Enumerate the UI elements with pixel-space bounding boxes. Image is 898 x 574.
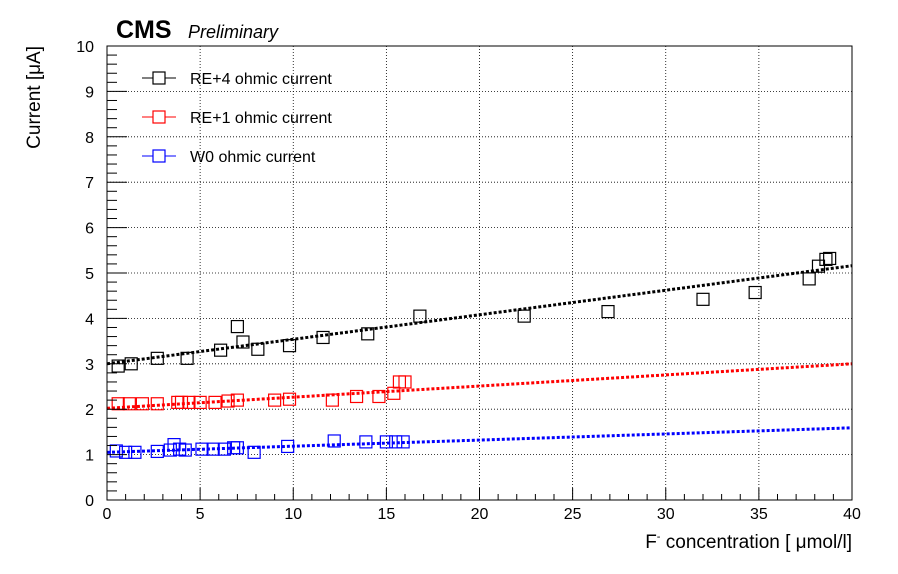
data-point [178,443,192,457]
x-tick-label: 20 [471,506,489,523]
data-point [180,351,194,365]
data-point [150,444,164,459]
preliminary-label: Preliminary [188,22,279,42]
fit-line [106,362,853,410]
legend-marker [152,149,166,163]
legend-label: W0 ohmic current [190,149,316,166]
axis-ticks [106,45,853,501]
data-point [236,335,250,349]
data-point [230,393,244,407]
data-point [174,395,189,409]
data-point [819,252,833,266]
y-tick-label: 5 [85,266,94,283]
data-point [361,327,375,341]
y-tick-label: 10 [76,39,94,56]
data-point [111,359,125,373]
x-tick-label: 35 [750,506,768,523]
fit-line [106,264,853,366]
grid [107,46,852,500]
y-tick-label: 2 [85,402,94,419]
data-point [111,397,125,411]
data-point [230,441,244,455]
data-point [109,444,123,458]
data-point [349,389,364,404]
x-tick-label: 0 [103,506,112,523]
data-point [195,442,209,456]
x-axis-title-main: F [645,532,657,553]
data-point [135,397,149,411]
data-point [413,309,427,323]
data-point [396,435,410,449]
data-point [389,435,403,449]
x-axis-title-rest: concentration [ μmol/l] [660,532,852,553]
data-point [359,435,373,449]
cms-label: CMS [116,16,172,44]
x-tick-label: 30 [657,506,675,523]
x-axis-title: F- concentration [ μmol/l] [645,531,852,553]
y-tick-labels: 0 1 2 3 4 5 6 7 8 9 10 [76,39,94,510]
data-point [221,394,235,408]
data-point [193,395,207,409]
x-axis-title-superscript: - [657,531,661,543]
data-point [601,304,615,319]
y-axis-title: Current [μA] [24,46,45,149]
legend-marker [152,71,166,85]
y-tick-label: 6 [85,221,94,238]
data-point [217,442,231,456]
data-point [398,375,412,389]
x-tick-label: 10 [284,506,302,523]
data-point [696,292,710,306]
data-point [268,393,282,407]
data-point [316,330,330,345]
data-point [325,393,339,407]
data-point [122,397,136,411]
data-point [208,395,222,409]
fit-lines [106,264,853,454]
x-tick-label: 40 [843,506,861,523]
data-point [327,434,341,448]
data-point [214,343,228,357]
data-point [150,397,164,411]
legend-label: RE+1 ohmic current [190,110,332,127]
x-tick-label: 15 [377,506,395,523]
data-point [379,435,393,449]
y-tick-label: 4 [85,311,94,328]
y-tick-label: 0 [85,493,94,510]
y-tick-label: 7 [85,175,94,192]
data-point [230,319,244,334]
fit-line [106,426,853,454]
legend: RE+4 ohmic current RE+1 ohmic current W0 o… [142,71,332,166]
data-point [282,339,297,353]
data-point [282,392,297,406]
x-tick-label: 25 [564,506,582,523]
data-point [119,445,133,459]
data-point [372,389,386,404]
y-tick-label: 3 [85,357,94,374]
y-tick-label: 8 [85,130,94,147]
y-tick-label: 1 [85,448,94,465]
data-point [811,259,826,273]
legend-marker [152,110,166,124]
data-point [247,445,261,459]
legend-label: RE+4 ohmic current [190,71,332,88]
x-tick-labels: 0 5 10 15 20 25 30 35 40 [103,506,861,523]
data-point [182,395,196,409]
data-point [802,272,816,286]
data-point [206,442,220,456]
data-point [150,351,164,365]
data-point [281,439,295,454]
x-tick-label: 5 [196,506,205,523]
data-point [823,251,837,266]
data-point [517,309,531,323]
y-tick-label: 9 [85,84,94,101]
data-point [748,285,762,300]
data-point [251,342,265,356]
data-point [128,445,142,459]
